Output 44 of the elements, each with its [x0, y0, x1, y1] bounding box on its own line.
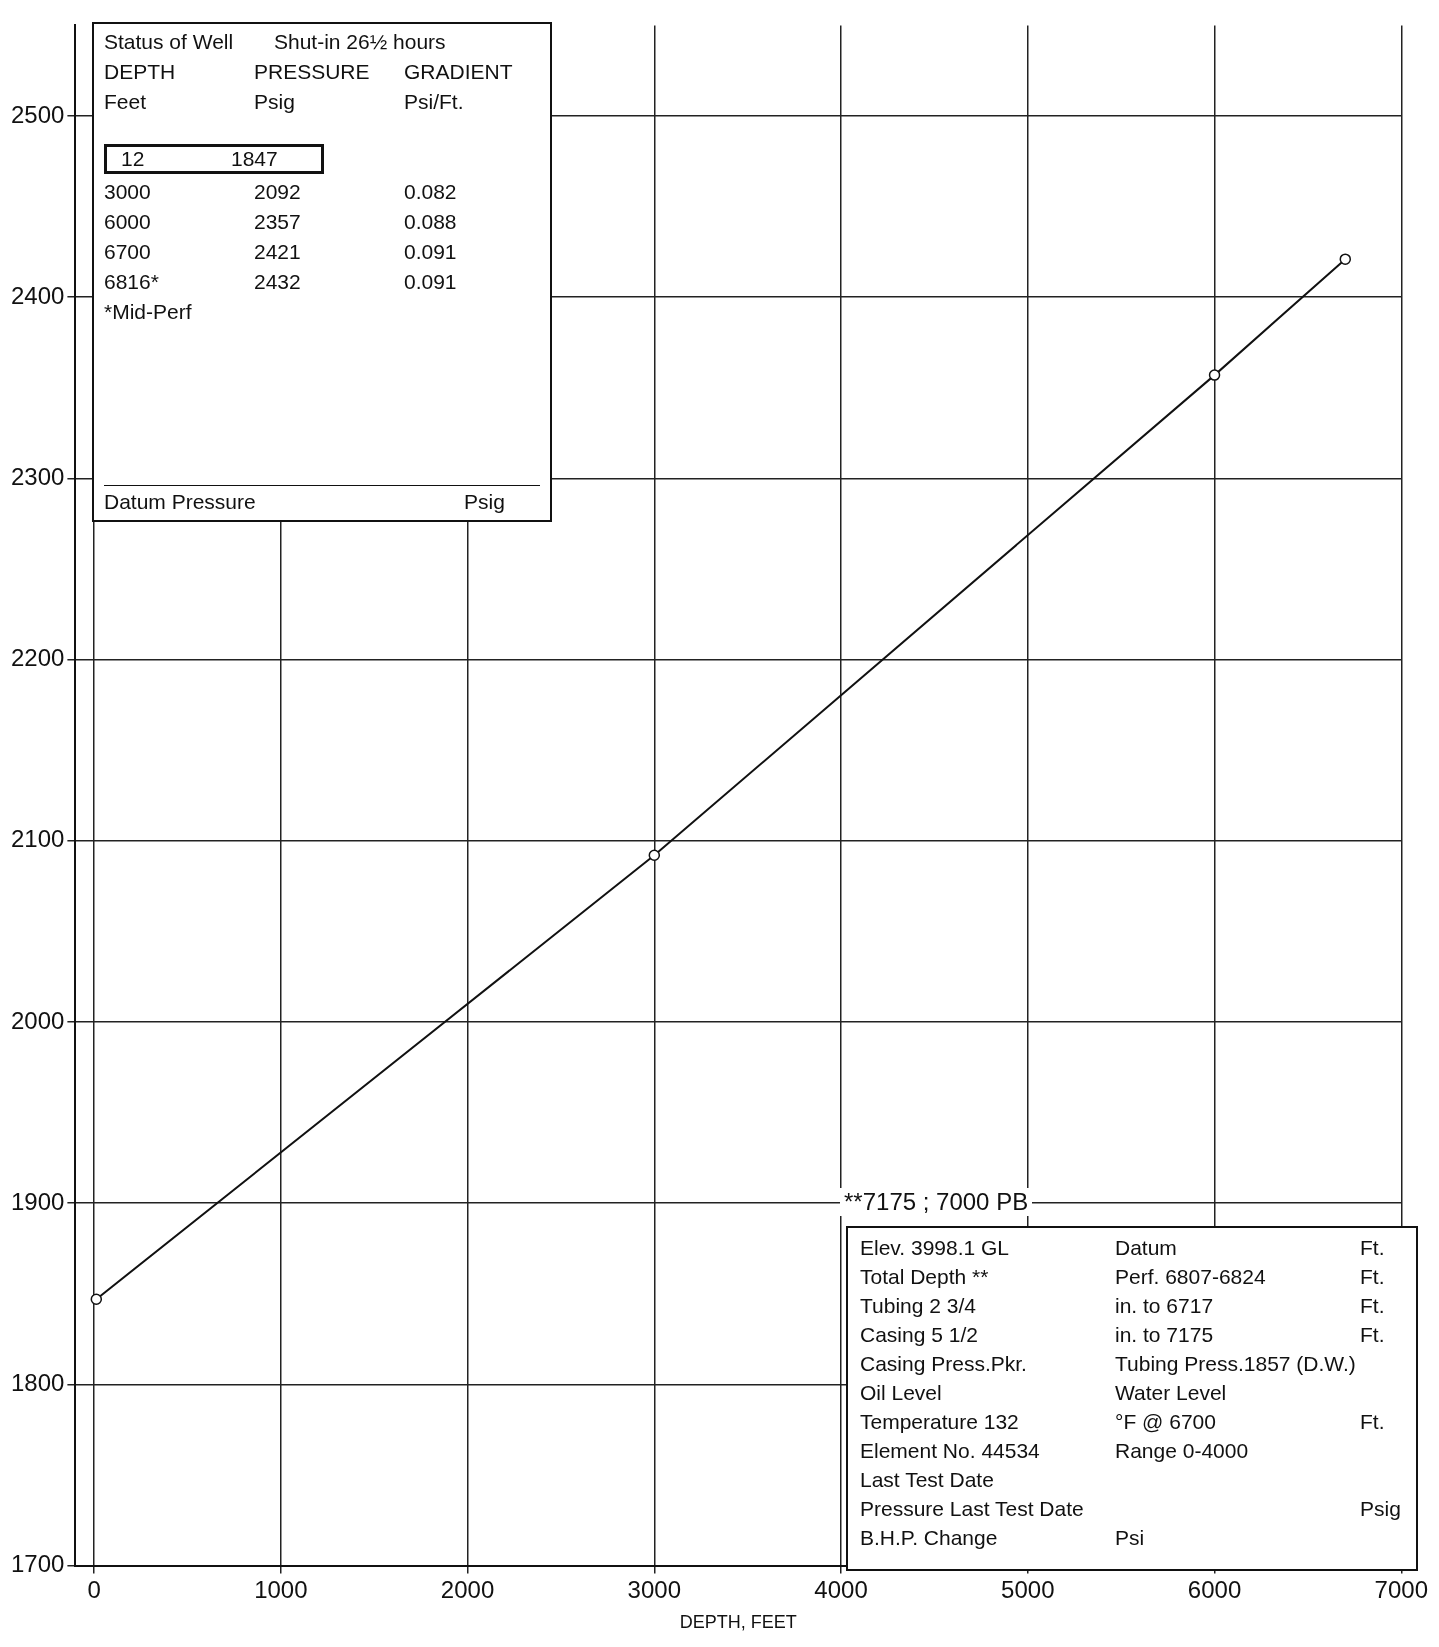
point [90, 1293, 103, 1305]
text: Total Depth ** Perf. 6807-6824 Ft. [860, 1265, 1385, 1288]
text: 6816* 2432 0.091 [104, 270, 457, 293]
text: Tubing 2 3/4 in. to 6717 Ft. [860, 1294, 1385, 1317]
text: Casing Press.Pkr. Tubing Press.1857 (D.W.) [860, 1352, 1356, 1375]
text: Elev. 3998.1 GL Datum Ft. [860, 1236, 1385, 1259]
text: DEPTH PRESSURE GRADIENT [104, 60, 513, 83]
y-tick-label: 2100 [11, 825, 65, 853]
annotation: **7175 ; 7000 PB [840, 1188, 1033, 1216]
y-tick-label: 1800 [11, 1369, 65, 1397]
annotation: Last Test Date [860, 1468, 995, 1492]
x-tick-label: 3000 [627, 1575, 682, 1603]
x-tick-label: 0 [87, 1575, 101, 1603]
text: Oil Level Water Level [860, 1381, 1227, 1404]
point [1339, 253, 1352, 265]
x-tick-label: 1000 [254, 1575, 308, 1603]
x-tick-label: 2000 [440, 1575, 495, 1603]
y-tick-label: 2400 [11, 281, 65, 309]
y-tick-label: 1900 [11, 1187, 65, 1215]
text: 6700 2421 0.091 [104, 240, 457, 263]
x-tick-label: 7000 [1374, 1575, 1428, 1603]
text: B.H.P. Change Psi [860, 1526, 1145, 1549]
text: 3000 2092 0.082 [104, 180, 457, 203]
text: Pressure Last Test Date Psig [860, 1497, 1401, 1520]
text: Element No. 44534 Range 0-4000 [860, 1439, 1249, 1462]
y-tick-label: 1700 [11, 1550, 65, 1578]
text: 12 1847 [121, 147, 278, 170]
text: Feet Psig Psi/Ft. [104, 90, 464, 113]
annotation: *Mid-Perf [104, 300, 193, 324]
text: Status of Well Shut-in 26½ hours [104, 30, 446, 53]
x-tick-label: 6000 [1187, 1575, 1242, 1603]
y-tick-label: 2500 [11, 100, 65, 128]
x-axis-title: DEPTH, FEET [679, 1612, 797, 1633]
point [1208, 369, 1221, 381]
x-tick-label: 5000 [1001, 1575, 1055, 1603]
text: Temperature 132 °F @ 6700 Ft. [860, 1410, 1385, 1433]
x-tick-label: 4000 [814, 1575, 868, 1603]
text: Datum Pressure Psig [104, 490, 505, 513]
y-tick-label: 2200 [11, 644, 65, 672]
y-tick-label: 2000 [11, 1006, 65, 1034]
y-tick-label: 2300 [11, 463, 65, 491]
point [648, 849, 661, 862]
text: 6000 2357 0.088 [104, 210, 457, 233]
text: Casing 5 1/2 in. to 7175 Ft. [860, 1323, 1385, 1346]
